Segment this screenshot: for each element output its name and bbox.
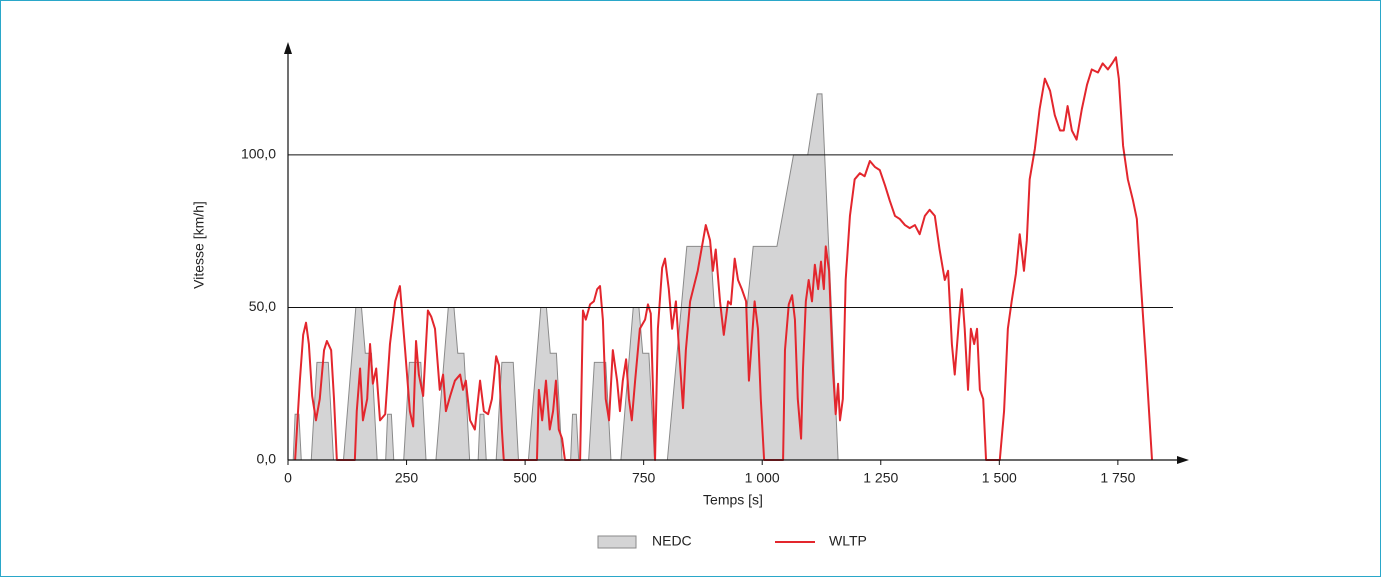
legend-swatch (597, 535, 637, 549)
y-axis-title: Vitesse [km/h] (191, 201, 207, 289)
legend-label: WLTP (829, 533, 867, 549)
area (288, 93, 848, 461)
x-tick-label: 250 (395, 470, 419, 486)
x-tick-label: 1 000 (745, 470, 780, 486)
x-tick-label: 1 250 (863, 470, 898, 486)
y-tick-label: 100,0 (241, 146, 276, 162)
y-tick-label: 50,0 (249, 298, 276, 314)
x-axis-title: Temps [s] (703, 492, 763, 508)
y-axis-arrow (284, 42, 292, 54)
x-tick-label: 0 (284, 470, 292, 486)
x-axis-arrow (1177, 456, 1189, 464)
y-tick-label: 0,0 (257, 451, 277, 467)
x-tick-label: 750 (632, 470, 656, 486)
legend-label: NEDC (652, 533, 692, 549)
x-tick-label: 500 (513, 470, 537, 486)
x-tick-label: 1 750 (1100, 470, 1135, 486)
x-tick-label: 1 500 (982, 470, 1017, 486)
